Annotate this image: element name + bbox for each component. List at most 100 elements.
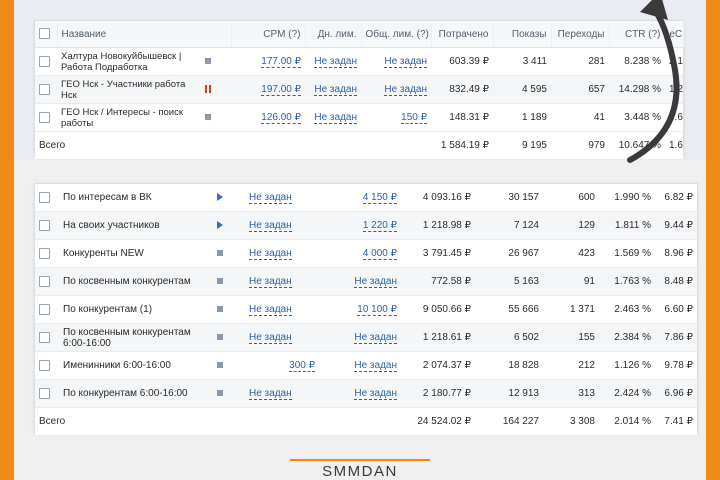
- daily-limit-value[interactable]: Не задан: [249, 276, 292, 288]
- daily-limit-value[interactable]: Не задан: [249, 220, 292, 232]
- stop-status-icon[interactable]: [205, 114, 211, 121]
- daily-limit-value[interactable]: Не задан: [249, 332, 292, 344]
- total-limit-value[interactable]: Не задан: [354, 360, 397, 372]
- total-limit-value[interactable]: Не задан: [384, 84, 427, 96]
- campaign-name[interactable]: ГЕО Нск / Интересы - поиск работы: [57, 103, 201, 132]
- header-daily-limit[interactable]: Дн. лим.: [305, 21, 362, 48]
- cpm-value[interactable]: 197.00 ₽: [261, 84, 301, 96]
- ctr-value: 3.448 %: [609, 103, 665, 132]
- stop-status-icon[interactable]: [217, 390, 223, 397]
- ecpc-value: 6.60 ₽: [655, 295, 697, 324]
- header-clicks[interactable]: Переходы: [551, 21, 610, 48]
- total-limit-value[interactable]: 4 150 ₽: [362, 192, 397, 204]
- campaign-name[interactable]: Халтура Новокуйбышевск | Работа Подработ…: [57, 47, 201, 76]
- total-limit-value[interactable]: Не задан: [354, 332, 397, 344]
- cpm-value[interactable]: 177.00 ₽: [261, 56, 301, 68]
- ecpc-value: 8.96 ₽: [655, 239, 697, 268]
- select-all-cell[interactable]: [35, 21, 58, 48]
- cpm-value[interactable]: 126.00 ₽: [261, 112, 301, 124]
- daily-limit-value[interactable]: Не задан: [249, 388, 292, 400]
- header-impressions[interactable]: Показы: [493, 21, 552, 48]
- ecpc-value: 8.48 ₽: [655, 267, 697, 296]
- spent-value: 148.31 ₽: [431, 103, 493, 132]
- row-checkbox[interactable]: [39, 359, 50, 371]
- daily-limit-value[interactable]: 300 ₽: [289, 360, 315, 372]
- stop-status-icon[interactable]: [217, 278, 223, 285]
- row-checkbox[interactable]: [39, 275, 50, 287]
- ctr-value: 2.463 %: [599, 295, 655, 324]
- row-checkbox[interactable]: [39, 83, 50, 95]
- row-checkbox[interactable]: [39, 331, 50, 343]
- header-cpm[interactable]: CPM (?): [231, 21, 306, 48]
- total-spent: 1 584.19 ₽: [431, 131, 493, 159]
- total-label: Всего: [35, 131, 231, 159]
- impressions-value: 12 913: [475, 379, 543, 408]
- clicks-value: 1 371: [543, 295, 599, 324]
- row-checkbox[interactable]: [39, 55, 50, 67]
- select-all-checkbox[interactable]: [39, 28, 50, 40]
- daily-limit-value[interactable]: Не задан: [314, 56, 357, 68]
- stop-status-icon[interactable]: [217, 306, 223, 313]
- campaign-name[interactable]: Конкуренты NEW: [59, 239, 213, 268]
- spent-value: 4 093.16 ₽: [401, 184, 475, 212]
- row-checkbox[interactable]: [39, 111, 50, 123]
- daily-limit-value[interactable]: Не задан: [314, 84, 357, 96]
- daily-limit-value[interactable]: Не задан: [249, 248, 292, 260]
- daily-limit-value[interactable]: Не задан: [249, 304, 292, 316]
- row-checkbox[interactable]: [39, 303, 50, 315]
- campaign-name[interactable]: По конкурентам (1): [59, 295, 213, 324]
- clicks-value: 600: [543, 184, 599, 212]
- total-limit-value[interactable]: Не задан: [384, 56, 427, 68]
- spent-value: 603.39 ₽: [431, 47, 493, 76]
- ctr-value: 8.238 %: [609, 47, 665, 76]
- row-checkbox[interactable]: [39, 247, 50, 259]
- spent-value: 2 180.77 ₽: [401, 379, 475, 408]
- campaign-name[interactable]: По косвенным конкурентам: [59, 267, 213, 296]
- clicks-value: 91: [543, 267, 599, 296]
- row-checkbox[interactable]: [39, 191, 50, 203]
- campaign-name[interactable]: Именинники 6:00-16:00: [59, 351, 213, 380]
- header-name[interactable]: Название: [57, 21, 232, 48]
- daily-limit-value[interactable]: Не задан: [249, 192, 292, 204]
- table-row: ГЕО Нск - Участники работа Нск 197.00 ₽ …: [35, 75, 683, 104]
- campaign-name[interactable]: На своих участников: [59, 211, 213, 240]
- play-status-icon[interactable]: [217, 193, 223, 202]
- total-limit-value[interactable]: Не задан: [354, 388, 397, 400]
- stop-status-icon[interactable]: [205, 58, 211, 65]
- total-clicks: 979: [551, 131, 609, 159]
- bottom-campaign-table: По интересам в ВК Не задан 4 150 ₽ 4 093…: [35, 184, 697, 435]
- table-row: ГЕО Нск / Интересы - поиск работы 126.00…: [35, 103, 683, 132]
- total-limit-value[interactable]: 10 100 ₽: [357, 304, 397, 316]
- header-ecpc[interactable]: eCPC (?): [665, 21, 684, 48]
- campaign-name[interactable]: По косвенным конкурентам 6:00-16:00: [59, 323, 213, 352]
- orange-frame-left: [0, 0, 14, 480]
- row-checkbox[interactable]: [39, 387, 50, 399]
- total-limit-value[interactable]: Не задан: [354, 276, 397, 288]
- play-status-icon[interactable]: [217, 221, 223, 230]
- total-ecpc: 7.41 ₽: [655, 407, 697, 435]
- header-ctr[interactable]: CTR (?): [609, 21, 666, 48]
- header-spent[interactable]: Потрачено: [431, 21, 494, 48]
- stop-status-icon[interactable]: [217, 362, 223, 369]
- total-limit-value[interactable]: 4 000 ₽: [362, 248, 397, 260]
- top-campaign-table: Название CPM (?) Дн. лим. Общ. лим. (?) …: [35, 21, 684, 159]
- total-limit-value[interactable]: 1 220 ₽: [362, 220, 397, 232]
- impressions-value: 6 502: [475, 323, 543, 352]
- clicks-value: 212: [543, 351, 599, 380]
- spent-value: 9 050.66 ₽: [401, 295, 475, 324]
- stop-status-icon[interactable]: [217, 250, 223, 257]
- daily-limit-value[interactable]: Не задан: [314, 112, 357, 124]
- stop-status-icon[interactable]: [217, 334, 223, 341]
- campaign-name[interactable]: ГЕО Нск - Участники работа Нск: [57, 75, 201, 104]
- total-limit-value[interactable]: 150 ₽: [401, 112, 427, 124]
- table-row: По конкурентам (1) Не задан 10 100 ₽ 9 0…: [35, 295, 697, 324]
- clicks-value: 313: [543, 379, 599, 408]
- impressions-value: 18 828: [475, 351, 543, 380]
- pause-status-icon[interactable]: [205, 85, 211, 94]
- campaign-name[interactable]: По конкурентам 6:00-16:00: [59, 379, 213, 408]
- header-total-limit[interactable]: Общ. лим. (?): [361, 21, 432, 48]
- row-checkbox[interactable]: [39, 219, 50, 231]
- table-row: По косвенным конкурентам 6:00-16:00 Не з…: [35, 323, 697, 352]
- campaign-name[interactable]: По интересам в ВК: [59, 184, 213, 212]
- total-ctr: 2.014 %: [599, 407, 655, 435]
